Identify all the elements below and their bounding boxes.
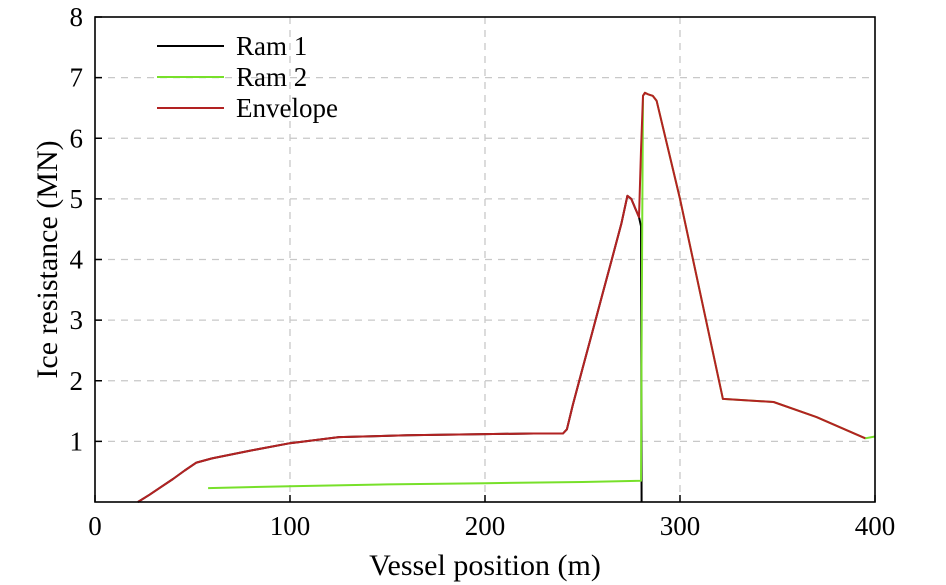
x-tick-label: 100 <box>270 511 311 541</box>
y-tick-label: 4 <box>70 245 84 275</box>
x-tick-label: 300 <box>660 511 701 541</box>
y-tick-label: 6 <box>70 123 84 153</box>
y-tick-label: 5 <box>70 184 84 214</box>
y-tick-label: 1 <box>70 426 84 456</box>
grid <box>95 17 875 502</box>
x-tick-label: 0 <box>88 511 102 541</box>
x-tick-label: 200 <box>465 511 506 541</box>
legend-label: Ram 2 <box>236 62 307 92</box>
series-layer <box>137 91 876 503</box>
series-line-1 <box>137 194 643 503</box>
x-tick-label: 400 <box>855 511 896 541</box>
y-axis-title: Ice resistance (MN) <box>31 140 64 378</box>
x-axis-title: Vessel position (m) <box>369 549 601 582</box>
y-axis: 1 2 3 4 5 6 7 8 <box>70 2 102 456</box>
x-axis: 0 100 200 300 400 <box>88 495 895 541</box>
series-line-3 <box>137 91 866 503</box>
legend-label: Envelope <box>236 93 338 123</box>
y-tick-label: 3 <box>70 305 84 335</box>
series-line-2 <box>208 91 876 490</box>
y-tick-label: 8 <box>70 2 84 32</box>
legend-label: Ram 1 <box>236 31 307 61</box>
y-tick-label: 7 <box>70 63 84 93</box>
y-tick-label: 2 <box>70 366 84 396</box>
